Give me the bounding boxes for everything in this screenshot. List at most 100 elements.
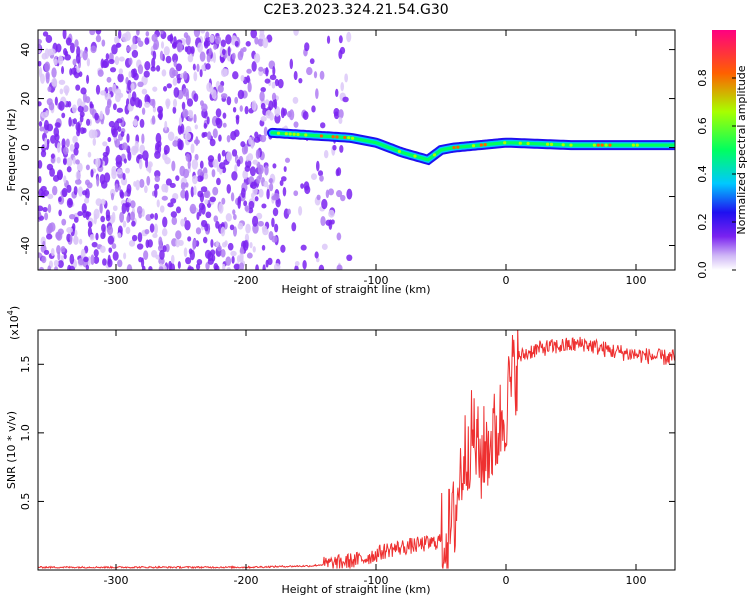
heatmap-cell (77, 211, 83, 217)
colorbar-tick-label: 0.4 (696, 165, 709, 183)
heatmap-cell (185, 153, 191, 162)
heatmap-cell (218, 202, 224, 214)
x-tick-label: 0 (503, 574, 510, 587)
heatmap-cell (82, 127, 87, 134)
heatmap-cell (213, 44, 218, 50)
heatmap-cell (100, 58, 105, 69)
heatmap-cell (397, 149, 401, 154)
heatmap-cell (193, 113, 197, 124)
x-tick-label: 0 (503, 274, 510, 287)
heatmap-cell (173, 87, 180, 98)
heatmap-cell (298, 77, 303, 84)
heatmap-cell (61, 187, 68, 198)
heatmap-cell (250, 30, 258, 39)
heatmap-cell (136, 37, 141, 43)
heatmap-cell (77, 124, 81, 134)
heatmap-cell (171, 216, 178, 226)
heatmap-cell (112, 251, 119, 261)
heatmap-cell (251, 192, 255, 199)
heatmap-cell (161, 195, 168, 201)
heatmap-cell (38, 38, 42, 45)
heatmap-cell (155, 65, 161, 72)
heatmap-cell (38, 67, 43, 78)
heatmap-cell (336, 190, 343, 198)
heatmap-cell (199, 160, 204, 169)
heatmap-cell (151, 33, 158, 43)
heatmap-cell (269, 74, 277, 81)
heatmap-cell (226, 267, 231, 270)
heatmap-cell (159, 249, 165, 260)
heatmap-cell (112, 205, 118, 212)
heatmap-cell (187, 236, 192, 242)
heatmap-cell (229, 224, 235, 231)
heatmap-cell (50, 153, 56, 159)
heatmap-cell (272, 163, 277, 169)
heatmap-cell (50, 248, 55, 257)
heatmap-cell (217, 153, 221, 163)
heatmap-cell (232, 226, 238, 237)
heatmap-cell (304, 42, 310, 52)
heatmap-cell (38, 101, 42, 107)
snr-multiplier-close: ) (8, 306, 21, 310)
heatmap-cell (116, 118, 123, 124)
heatmap-cell (310, 173, 318, 181)
heatmap-cell (114, 183, 119, 193)
heatmap-cell (251, 100, 257, 111)
heatmap-cell (119, 211, 125, 223)
heatmap-cell (107, 258, 113, 268)
heatmap-cell (252, 246, 256, 253)
heatmap-cell (171, 69, 179, 77)
heatmap-cell (108, 58, 115, 65)
heatmap-cell (80, 248, 86, 260)
heatmap-cell (162, 216, 168, 228)
heatmap-cell (100, 245, 106, 254)
heatmap-cell (77, 186, 84, 197)
heatmap-cell (237, 50, 244, 61)
heatmap-cell (63, 146, 69, 155)
heatmap-cell (293, 30, 299, 36)
heatmap-cell (75, 159, 80, 165)
heatmap-cell (209, 196, 216, 203)
heatmap-cell (62, 30, 67, 40)
heatmap-cell (236, 255, 241, 263)
heatmap-cell (181, 101, 186, 111)
heatmap-cell (237, 198, 241, 209)
heatmap-cell (95, 30, 102, 35)
heatmap-cell (144, 185, 148, 194)
heatmap-cell (183, 32, 189, 39)
heatmap-cell (76, 162, 83, 173)
heatmap-cell (161, 183, 168, 193)
heatmap-cell (197, 168, 204, 178)
heatmap-cell (546, 142, 550, 146)
heatmap-cell (193, 71, 198, 82)
heatmap-cell (190, 46, 195, 54)
heatmap-cell (168, 260, 173, 270)
heatmap-cell (342, 96, 349, 103)
heatmap-cell (125, 167, 130, 174)
heatmap-cell (107, 235, 115, 245)
heatmap-cell (115, 42, 122, 48)
heatmap-cell (44, 212, 49, 221)
heatmap-cell (220, 248, 226, 258)
heatmap-cell (209, 34, 215, 43)
heatmap-cell (66, 166, 72, 173)
heatmap-cell (151, 57, 156, 69)
heatmap-cell (222, 263, 226, 270)
heatmap-cell (201, 103, 208, 112)
heatmap-cell (71, 104, 77, 114)
heatmap-cell (74, 39, 79, 48)
heatmap-cell (123, 252, 127, 260)
heatmap-cell (259, 135, 267, 143)
heatmap-cell (139, 178, 145, 189)
colorbar-gradient (712, 30, 736, 270)
heatmap-cell (432, 153, 437, 157)
heatmap-cell (240, 141, 246, 148)
heatmap-cell (269, 177, 273, 184)
heatmap-cell (300, 183, 305, 189)
heatmap-cell (252, 215, 259, 227)
heatmap-cell (86, 58, 91, 67)
heatmap-cell (56, 169, 63, 181)
snr-x-label: Height of straight line (km) (281, 583, 430, 596)
heatmap-cell (325, 219, 332, 226)
y-tick-label: 0 (19, 144, 32, 151)
